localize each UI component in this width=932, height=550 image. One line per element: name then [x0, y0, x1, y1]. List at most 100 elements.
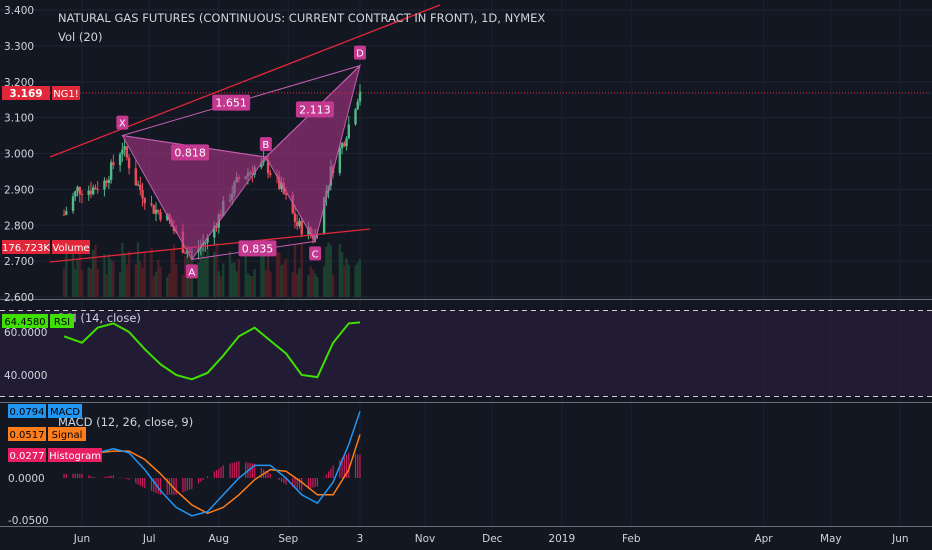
signal-line — [63, 434, 361, 515]
candle-body — [141, 190, 144, 199]
pattern-ratio-badge — [295, 101, 334, 118]
volume-bar — [134, 264, 138, 297]
time-tick-label: Dec — [482, 533, 503, 545]
volume-bar — [152, 276, 155, 297]
volume-bar — [266, 243, 270, 297]
candle-body — [127, 157, 131, 169]
volume-bar — [172, 244, 176, 297]
price-tick-label: 2.700 — [4, 256, 34, 268]
macd-tick-label: -0.0500 — [8, 515, 49, 527]
candle-body — [291, 194, 294, 214]
volume-bar — [76, 259, 79, 297]
price-tick-label: 3.000 — [4, 149, 34, 161]
volume-bar — [343, 265, 346, 297]
candle-body — [269, 173, 272, 175]
volume-bar — [231, 263, 234, 297]
candle-body — [157, 209, 160, 213]
volume-bar — [340, 252, 344, 297]
volume-bar — [338, 243, 342, 297]
rsi-line — [63, 321, 361, 381]
volume-bar — [215, 242, 218, 297]
volume-bar — [206, 249, 209, 297]
volume-bar — [201, 247, 205, 297]
candle-body — [300, 221, 303, 235]
candle-body — [80, 194, 84, 196]
price-tick-label: 3.400 — [4, 5, 34, 17]
candle-body — [206, 237, 209, 243]
candle-body — [152, 205, 155, 214]
candle-body — [322, 197, 326, 234]
time-tick-label: Sep — [278, 533, 298, 545]
volume-bar — [94, 244, 97, 297]
svg-text:Histogram: Histogram — [49, 451, 101, 462]
pattern-point-badge — [354, 45, 366, 60]
candle-body — [307, 227, 310, 235]
volume-bar — [118, 272, 122, 297]
svg-text:Volume: Volume — [52, 243, 89, 254]
volume-bar — [96, 268, 99, 297]
signal-value-badge: 0.0517 — [8, 427, 46, 441]
volume-bar — [235, 271, 238, 297]
svg-text:64.4580: 64.4580 — [4, 317, 45, 328]
pattern-ratio-label: 1.651 — [215, 97, 247, 110]
candle-body — [121, 149, 124, 155]
price-tick-label: 3.200 — [4, 77, 34, 89]
candle-body — [345, 138, 348, 147]
pattern-point-label: D — [356, 49, 364, 60]
pattern-point-label: A — [188, 267, 195, 278]
candle-body — [340, 143, 344, 149]
volume-bar — [237, 259, 241, 297]
volume-bar — [217, 271, 220, 297]
pattern-ratio-label: 0.835 — [242, 242, 274, 255]
candle-body — [134, 168, 138, 186]
volume-bar — [139, 260, 142, 297]
volume-bar — [347, 264, 350, 297]
volume-bar — [331, 274, 335, 297]
candle-body — [293, 213, 297, 222]
candle-body — [65, 211, 68, 215]
time-tick-label: Feb — [622, 533, 641, 545]
candle-body — [78, 186, 81, 195]
volume-bar — [282, 263, 285, 297]
rsi-title: RSI (14, close) — [58, 311, 141, 325]
rsi-tick-label: 40.0000 — [4, 370, 47, 382]
volume-bar — [244, 251, 247, 297]
candle-body — [105, 180, 108, 183]
volume-bar — [253, 268, 256, 297]
candle-body — [347, 124, 350, 139]
volume-bar — [89, 268, 93, 297]
volume-bar — [127, 251, 131, 297]
volume-bar — [280, 265, 283, 297]
volume-bar — [327, 242, 330, 297]
volume-bar — [107, 254, 111, 297]
volume-bar — [71, 249, 75, 297]
svg-text:NG1!: NG1! — [53, 89, 79, 100]
rsi-label-badge: RSI — [50, 314, 74, 328]
volume-bar — [356, 262, 359, 297]
volume-bar — [170, 250, 173, 297]
svg-text:Signal: Signal — [52, 430, 83, 441]
volume-bar — [354, 265, 357, 297]
volume-bar — [92, 249, 95, 297]
candle-body — [266, 159, 270, 174]
volume-bar — [260, 255, 263, 297]
volume-bar — [246, 273, 250, 297]
volume-bar — [157, 259, 160, 297]
volume-bar — [316, 276, 319, 297]
volume-bar — [168, 273, 171, 297]
volume-bar — [358, 258, 362, 297]
time-tick-label: Apr — [754, 533, 773, 545]
volume-bar — [213, 251, 216, 297]
candle-body — [154, 209, 158, 214]
pattern-ratio-label: 0.818 — [174, 146, 206, 159]
volume-bar — [329, 245, 333, 297]
candle-body — [109, 162, 113, 180]
candle-body — [94, 187, 97, 190]
chart-title: NATURAL GAS FUTURES (CONTINUOUS: CURRENT… — [58, 11, 545, 25]
time-tick-label: Jun — [891, 533, 908, 545]
volume-bar — [325, 246, 328, 297]
macd-label-badge: MACD — [48, 404, 82, 418]
candle-body — [343, 143, 346, 147]
candle-body — [356, 101, 359, 110]
